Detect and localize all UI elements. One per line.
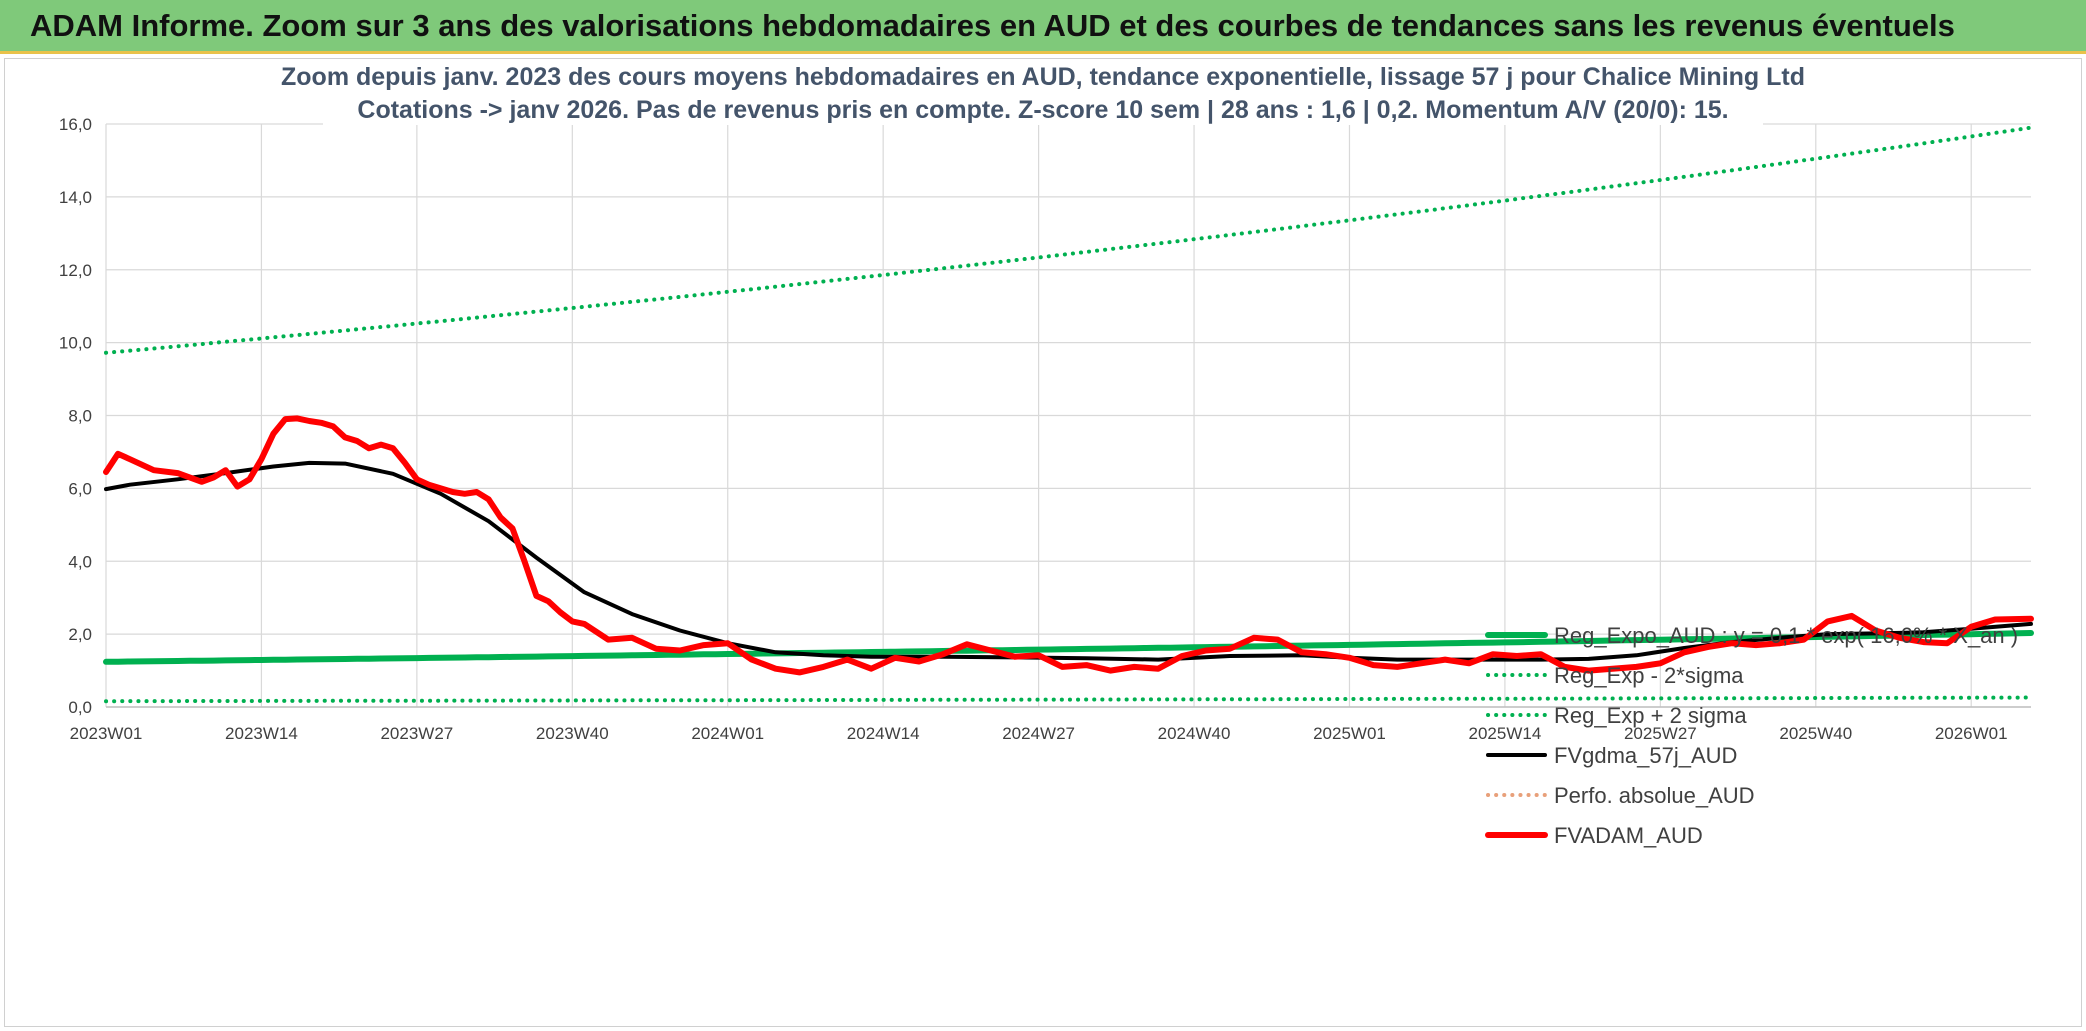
legend-label: FVADAM_AUD — [1554, 823, 1703, 848]
y-tick-label: 8,0 — [68, 407, 92, 426]
series-line-0 — [103, 630, 2034, 665]
y-tick-label: 10,0 — [59, 334, 92, 353]
x-tick-label: 2025W27 — [1624, 724, 1697, 743]
report-banner: ADAM Informe. Zoom sur 3 ans des valoris… — [0, 0, 2086, 54]
series-line-1 — [104, 695, 2033, 704]
x-tick-label: 2024W27 — [1002, 724, 1075, 743]
x-tick-label: 2023W40 — [536, 724, 609, 743]
y-tick-label: 6,0 — [68, 479, 92, 498]
legend-label: Reg_Exp + 2 sigma — [1554, 703, 1747, 728]
series-line-2 — [104, 125, 2033, 355]
x-tick-label: 2025W01 — [1313, 724, 1386, 743]
x-tick-label: 2025W14 — [1469, 724, 1542, 743]
x-tick-label: 2023W14 — [225, 724, 298, 743]
chart-frame: 0,0 2,0 4,0 6,0 8,0 10,0 12,0 14,0 16,0 2023W01 20… — [4, 58, 2082, 1027]
legend-label: Reg_Exp - 2*sigma — [1554, 663, 1744, 688]
series-line-5 — [103, 415, 2034, 676]
report-title: ADAM Informe. Zoom sur 3 ans des valoris… — [30, 8, 1955, 43]
y-tick-label: 2,0 — [68, 625, 92, 644]
x-tick-label: 2023W01 — [70, 724, 143, 743]
legend-label: FVgdma_57j_AUD — [1554, 743, 1737, 768]
y-tick-label: 12,0 — [59, 261, 92, 280]
x-tick-label: 2025W40 — [1779, 724, 1852, 743]
y-tick-label: 4,0 — [68, 552, 92, 571]
x-tick-label: 2023W27 — [380, 724, 453, 743]
y-tick-label: 0,0 — [68, 698, 92, 717]
y-tick-label: 14,0 — [59, 188, 92, 207]
legend-label: Perfo. absolue_AUD — [1554, 783, 1755, 808]
subtitle-background — [323, 61, 1763, 125]
x-tick-label: 2024W40 — [1158, 724, 1231, 743]
line-chart: 0,0 2,0 4,0 6,0 8,0 10,0 12,0 14,0 16,0 2023W01 20… — [59, 61, 2034, 848]
y-tick-label: 16,0 — [59, 115, 92, 134]
chart-subtitle-line: Cotations -> janv 2026. Pas de revenus p… — [357, 96, 1728, 124]
legend-label: Reg_Expo_AUD : y = 0,1 * exp( 16,0% * X_… — [1554, 623, 2018, 648]
x-tick-label: 2026W01 — [1935, 724, 2008, 743]
x-tick-label: 2024W14 — [847, 724, 920, 743]
chart-subtitle-line: Zoom depuis janv. 2023 des cours moyens … — [281, 63, 1805, 91]
x-tick-label: 2024W01 — [691, 724, 764, 743]
